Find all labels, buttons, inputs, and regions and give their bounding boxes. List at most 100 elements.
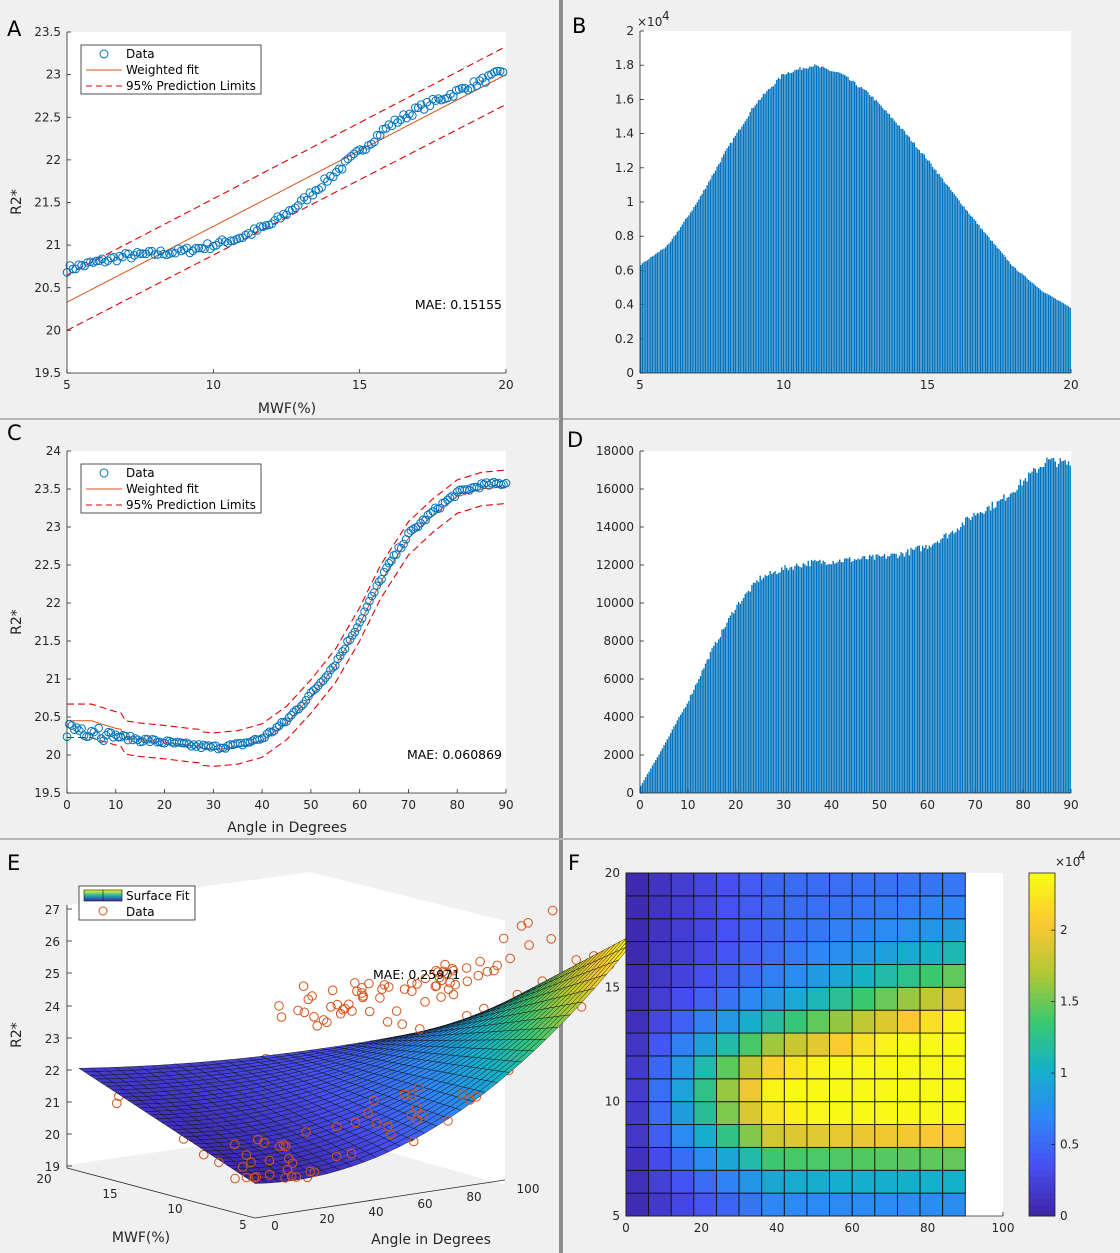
histogram-bar (880, 556, 882, 793)
data-point (440, 497, 450, 507)
histogram-bar (984, 233, 987, 373)
y-tick-label: 0.2 (615, 332, 634, 346)
heatmap-cell (942, 1146, 966, 1171)
colorbar-tick-label: 2 (1060, 923, 1068, 937)
histogram-bar (734, 135, 736, 373)
data-point (457, 83, 467, 93)
y-tick-label: 12000 (596, 558, 634, 572)
histogram-bar (830, 564, 833, 793)
histogram-bar (970, 520, 972, 793)
histogram-bar (683, 221, 685, 373)
data-point (309, 1167, 320, 1177)
data-point (384, 558, 394, 568)
heatmap-cell (783, 1192, 808, 1217)
histogram-bar (840, 73, 843, 374)
histogram-bar (948, 186, 950, 373)
heatmap-cell (783, 918, 808, 943)
histogram-bar (643, 780, 645, 793)
histogram-bar (981, 229, 983, 373)
heatmap-cell (851, 1192, 876, 1217)
histogram-bar (711, 648, 713, 793)
histogram-bar (918, 149, 920, 373)
heatmap-cell (783, 1146, 808, 1171)
data-point (173, 244, 183, 253)
data-point (296, 196, 306, 205)
histogram-bar (1049, 295, 1051, 373)
histogram-bar (791, 566, 793, 793)
heatmap-cell (851, 895, 876, 920)
data-point (288, 205, 297, 215)
data-point (255, 222, 265, 231)
histogram-bar (852, 80, 854, 373)
data-point (290, 203, 300, 213)
data-point (414, 1082, 424, 1093)
histogram-bar (822, 560, 824, 793)
histogram-bar (691, 693, 693, 793)
chart-d: 0 10 20 30 40 50 60 70 80 90 0 2000 4000 6000 8000 1000… (596, 444, 1079, 812)
histogram-bar (988, 237, 990, 373)
histogram-bar (950, 189, 952, 373)
data-point (323, 177, 332, 186)
histogram-bar (898, 555, 901, 793)
data-point (112, 256, 122, 266)
histogram-bar (979, 228, 982, 373)
histogram-bar (860, 86, 862, 373)
data-point (331, 1151, 342, 1162)
x-tick-label: 100 (517, 1182, 540, 1196)
data-point (461, 963, 472, 973)
histogram-bar (928, 545, 930, 793)
data-point (409, 524, 418, 534)
heatmap-cell (874, 1146, 898, 1171)
data-point (72, 723, 82, 732)
histogram-bar (840, 562, 843, 793)
data-point (411, 1102, 422, 1113)
y-tick-label: 18000 (596, 444, 634, 458)
histogram-bar (787, 570, 790, 793)
histogram-bar (1029, 473, 1032, 793)
heatmap-cell (761, 1078, 785, 1103)
histogram-bar (882, 555, 884, 793)
heatmap-cell (942, 1032, 966, 1057)
y-tick-label: 0.4 (615, 298, 634, 312)
histogram-bar (713, 173, 715, 373)
data-point (415, 1024, 425, 1034)
heatmap-cell (942, 941, 966, 965)
histogram-bar (940, 176, 942, 373)
histogram-bar (751, 584, 753, 793)
y-axis-label: R2* (9, 609, 25, 635)
histogram-bar (1003, 494, 1005, 793)
heatmap-cell (942, 1101, 966, 1125)
histogram-bar (857, 87, 859, 374)
x-tick-label: 20 (498, 378, 513, 392)
heatmap-cell (851, 918, 876, 943)
data-point (498, 933, 509, 944)
data-point (492, 960, 503, 971)
histogram-bar (923, 547, 925, 793)
histogram-bar (986, 506, 988, 793)
histogram-bar (862, 556, 864, 793)
histogram-bar (1059, 301, 1061, 373)
y-tick-label: 21 (46, 672, 61, 686)
heatmap-cell (625, 872, 650, 897)
heatmap-cell (806, 1192, 831, 1217)
heatmap-cell (625, 1192, 650, 1217)
histogram-bar (1019, 479, 1022, 793)
histogram-bar (832, 71, 834, 374)
data-point (440, 959, 450, 970)
histogram-bar (1057, 300, 1060, 373)
x-tick-label: 0 (622, 1221, 630, 1235)
colorbar-segment (1029, 1181, 1055, 1188)
histogram-bar (935, 170, 937, 373)
histogram-bar (714, 170, 717, 373)
data-point (278, 1140, 289, 1150)
histogram-bar (688, 215, 690, 373)
histogram-bar (646, 774, 649, 793)
histogram-bar (1034, 468, 1037, 793)
data-point (450, 979, 461, 990)
histogram-bar (648, 258, 650, 373)
heatmap-cell (738, 918, 763, 943)
heatmap-cell (851, 1146, 876, 1171)
x-tick-label: 20 (1063, 378, 1078, 392)
y-tick-label: 2 (626, 24, 634, 38)
histogram-bar (694, 204, 697, 373)
